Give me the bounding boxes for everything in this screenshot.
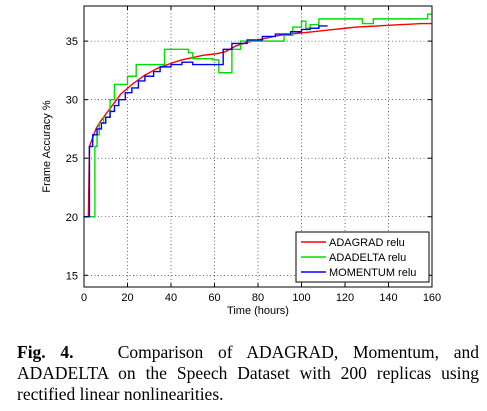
- y-axis-title: Frame Accuracy %: [41, 100, 53, 193]
- chart-figure: 0 20 40 60 80 100 120 140 160 15 20 25 30 35 Time (hou…: [41, 5, 441, 317]
- x-tick-label: 160: [423, 292, 441, 304]
- x-axis-title: Time (hours): [227, 305, 289, 317]
- y-tick-label: 35: [66, 36, 78, 48]
- x-tick-label: 100: [292, 292, 310, 304]
- series-group: [84, 13, 432, 218]
- x-tick-label: 80: [252, 292, 264, 304]
- chart-legend: ADAGRAD relu ADADELTA relu MOMENTUM relu: [295, 231, 430, 283]
- y-tick-label: 20: [66, 212, 78, 224]
- caption-label: Fig. 4.: [17, 342, 74, 362]
- legend-label: ADAGRAD relu: [329, 237, 405, 249]
- legend-label: ADADELTA relu: [329, 252, 406, 264]
- y-tick-label: 30: [66, 95, 78, 107]
- x-tick-label: 120: [336, 292, 354, 304]
- line-chart: 0 20 40 60 80 100 120 140 160 15 20 25 30 35 Time (hou…: [41, 5, 441, 317]
- legend-label: MOMENTUM relu: [329, 267, 416, 279]
- y-tick-label: 15: [66, 270, 78, 282]
- x-tick-label: 20: [121, 292, 133, 304]
- x-tick-label: 40: [165, 292, 177, 304]
- series-line-adadelta-relu: [84, 13, 432, 218]
- caption-text: Comparison of ADAGRAD, Momentum, and ADA…: [17, 342, 479, 404]
- grid-lines: [84, 6, 432, 287]
- figure-caption: Fig. 4. Comparison of ADAGRAD, Momentum,…: [17, 342, 479, 405]
- x-tick-label: 140: [379, 292, 397, 304]
- x-tick-label: 0: [81, 292, 87, 304]
- series-line-momentum-relu: [84, 25, 328, 218]
- series-line-adagrad-relu: [87, 22, 432, 217]
- x-tick-label: 60: [208, 292, 220, 304]
- y-tick-label: 25: [66, 153, 78, 165]
